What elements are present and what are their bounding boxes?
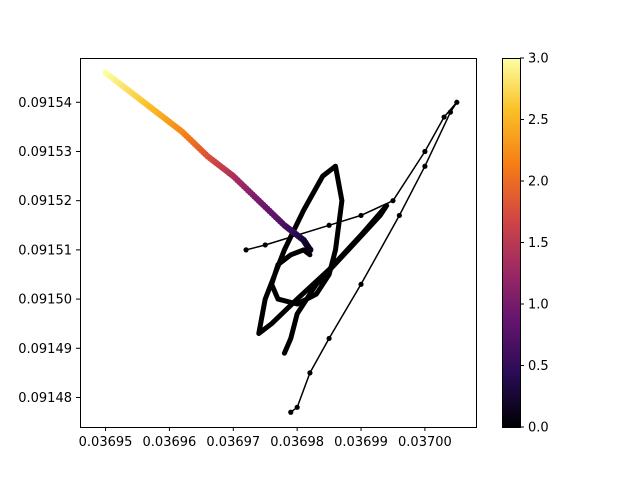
x-axis: 0.03695 0.03696 0.03697 0.03698 0.03699 0.037… (79, 427, 452, 450)
colorbar-tick-label: 0.0 (528, 421, 549, 436)
plot-frame (80, 58, 477, 428)
data-point (358, 281, 364, 287)
colorbar-tick-label: 1.5 (528, 236, 549, 251)
data-point (396, 212, 402, 219)
data-point (288, 409, 294, 415)
y-axis: 0.09148 0.09149 0.09150 0.09151 0.09152 0.091… (18, 96, 80, 406)
y-tick-label: 0.09153 (18, 145, 72, 160)
x-tick-label: 0.03700 (398, 435, 452, 450)
data-point (441, 114, 447, 120)
colorbar-tick-label: 3.0 (528, 52, 549, 67)
plot-area (102, 69, 460, 415)
y-tick-label: 0.09148 (18, 391, 72, 406)
colorbar-gradient (502, 58, 520, 427)
data-point (307, 370, 313, 376)
y-tick-label: 0.09149 (18, 342, 72, 357)
colorbar-tick-label: 2.0 (528, 175, 549, 190)
data-point (447, 109, 454, 115)
data-point (294, 404, 300, 410)
data-point (422, 148, 428, 155)
data-point (358, 212, 364, 219)
data-point (390, 198, 396, 204)
x-tick-label: 0.03696 (143, 435, 197, 450)
colorbar-tick-label: 1.0 (528, 298, 549, 313)
x-tick-label: 0.03695 (79, 435, 133, 450)
data-point (326, 335, 332, 342)
y-tick-label: 0.09151 (18, 243, 72, 258)
y-tick-label: 0.09150 (18, 293, 72, 308)
x-tick-label: 0.03698 (270, 435, 324, 450)
data-point (243, 247, 249, 253)
colorbar-tick-label: 0.5 (528, 359, 549, 374)
x-tick-label: 0.03697 (206, 435, 260, 450)
y-tick-label: 0.09152 (18, 194, 72, 209)
data-point (262, 242, 268, 248)
graded-marker (306, 246, 314, 254)
data-point (326, 222, 332, 228)
colorbar-tick-label: 2.5 (528, 113, 549, 128)
colorbar: 0.0 0.5 1.0 1.5 2.0 2.5 3.0 (502, 52, 549, 436)
series-line (245, 101, 458, 413)
x-tick-label: 0.03699 (334, 435, 388, 450)
series-line (256, 163, 390, 356)
colorbar-ticks: 0.0 0.5 1.0 1.5 2.0 2.5 3.0 (520, 52, 549, 436)
data-point (454, 99, 460, 105)
data-point (422, 163, 428, 169)
y-tick-label: 0.09154 (18, 96, 72, 111)
